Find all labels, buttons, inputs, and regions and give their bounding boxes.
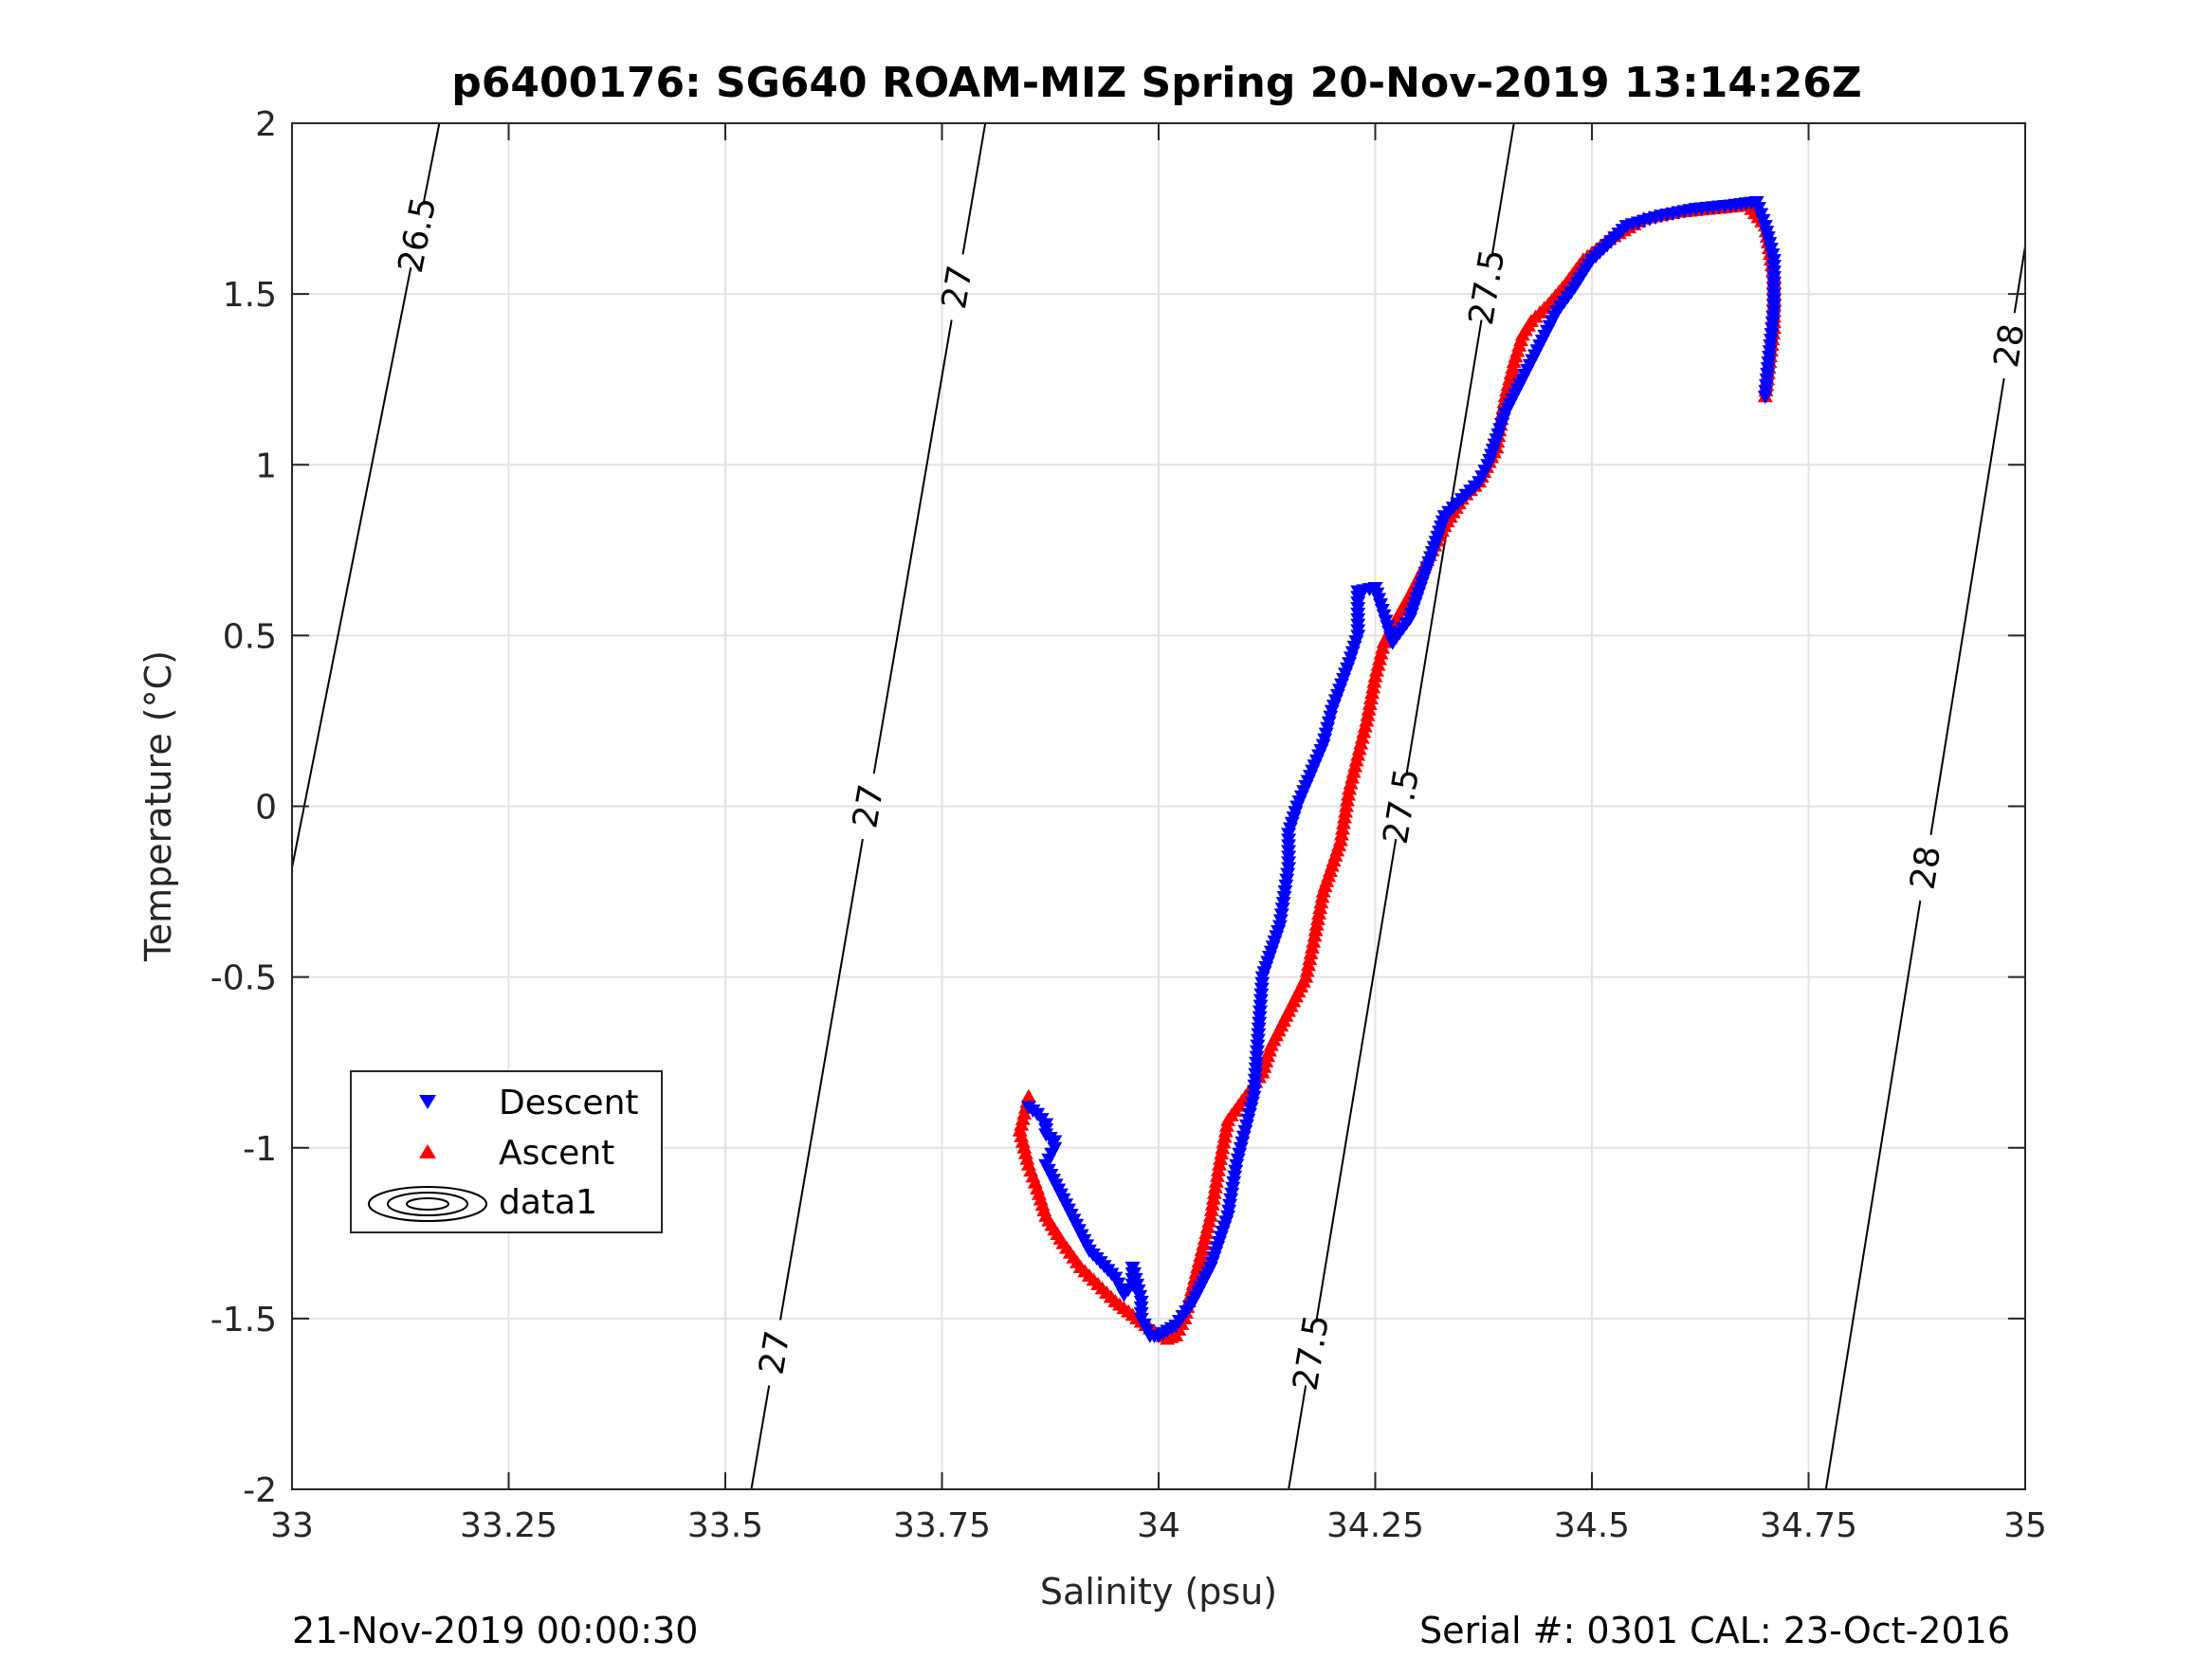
- grid-lines: [292, 123, 2025, 1489]
- contour-line: [1405, 319, 1483, 775]
- y-tick-label: 0.5: [223, 617, 277, 656]
- legend-descent-marker: [419, 1095, 436, 1109]
- y-tick-label: -0.5: [210, 959, 277, 998]
- contour-line: [291, 266, 412, 868]
- x-tick-label: 34.75: [1760, 1506, 1857, 1545]
- y-tick-label: 0: [255, 789, 277, 828]
- legend-contour-label: data1: [499, 1183, 597, 1222]
- y-tick-label: 2: [255, 105, 277, 144]
- x-tick-label: 34.5: [1554, 1506, 1630, 1545]
- y-tick-label: -2: [243, 1471, 277, 1510]
- contour-line: [1490, 122, 1515, 255]
- y-tick-label: -1: [243, 1130, 277, 1169]
- descent-point: [1275, 897, 1291, 911]
- descent-point: [1222, 1198, 1238, 1212]
- descent-point: [1280, 867, 1296, 882]
- x-tick-label: 33.75: [893, 1506, 991, 1545]
- legend: Descent Ascent data1: [350, 1070, 663, 1233]
- descent-point: [1225, 1181, 1241, 1195]
- y-tick-label: 1.5: [223, 276, 277, 315]
- descent-point: [1274, 902, 1290, 917]
- y-axis-label: Temperature (°C): [137, 650, 179, 962]
- contour-line: [750, 1385, 771, 1490]
- contour-label: 28: [1904, 844, 1949, 893]
- x-tick-label: 33.5: [687, 1506, 763, 1545]
- x-tick-label: 35: [2003, 1506, 2047, 1545]
- contour-label: 27: [753, 1328, 798, 1377]
- x-tick-label: 34.25: [1326, 1506, 1424, 1545]
- contour-line: [961, 122, 987, 255]
- contour-line: [1288, 1385, 1307, 1490]
- contour-label: 27: [935, 263, 980, 312]
- contour-line: [872, 319, 953, 775]
- footer-timestamp: 21-Nov-2019 00:00:30: [292, 1610, 698, 1651]
- descent-point: [1228, 1164, 1244, 1178]
- descent-series: [1020, 195, 1782, 1343]
- legend-ascent-marker: [419, 1144, 436, 1158]
- contour-line: [1315, 838, 1398, 1321]
- descent-point: [1224, 1187, 1240, 1201]
- contour-line: [1929, 377, 2005, 835]
- descent-point: [1221, 1204, 1237, 1218]
- descent-point: [1277, 884, 1293, 899]
- descent-point: [1226, 1176, 1242, 1190]
- footer-serial-cal: Serial #: 0301 CAL: 23-Oct-2016: [1419, 1610, 2010, 1651]
- contour-line: [779, 838, 864, 1321]
- descent-point: [1220, 1210, 1236, 1224]
- descent-point: [1227, 1170, 1243, 1184]
- contour-line: [422, 122, 441, 203]
- legend-box: [350, 1070, 663, 1233]
- descent-point: [1271, 920, 1288, 934]
- x-tick-label: 33.25: [460, 1506, 558, 1545]
- descent-point: [1223, 1193, 1239, 1207]
- contour-line: [2013, 246, 2026, 314]
- chart-title: p6400176: SG640 ROAM-MIZ Spring 20-Nov-2…: [451, 59, 1861, 107]
- descent-point: [1757, 391, 1773, 405]
- x-tick-label: 34: [1137, 1506, 1180, 1545]
- descent-point: [1273, 908, 1289, 922]
- x-tick-label: 33: [270, 1506, 314, 1545]
- x-axis-ticks: 33 33.25 33.5 33.75 34 34.25 34.5 34.75 35: [270, 123, 2047, 1545]
- legend-descent-label: Descent: [499, 1084, 639, 1122]
- y-axis-ticks: -2 -1.5 -1 -0.5 0 0.5 1 1.5 2: [210, 105, 2025, 1510]
- contour-label: 27: [846, 782, 891, 831]
- descent-point: [1276, 890, 1292, 904]
- y-tick-label: -1.5: [210, 1301, 277, 1340]
- descent-point: [1278, 879, 1294, 893]
- descent-point: [1272, 914, 1289, 928]
- legend-ascent-label: Ascent: [499, 1134, 614, 1173]
- contour-line: [1824, 900, 1922, 1490]
- descent-point: [1279, 873, 1295, 887]
- x-axis-label: Salinity (psu): [1040, 1571, 1277, 1613]
- descent-point: [1047, 1135, 1063, 1149]
- y-tick-label: 1: [255, 447, 277, 485]
- legend-contour-icon: [368, 1186, 487, 1222]
